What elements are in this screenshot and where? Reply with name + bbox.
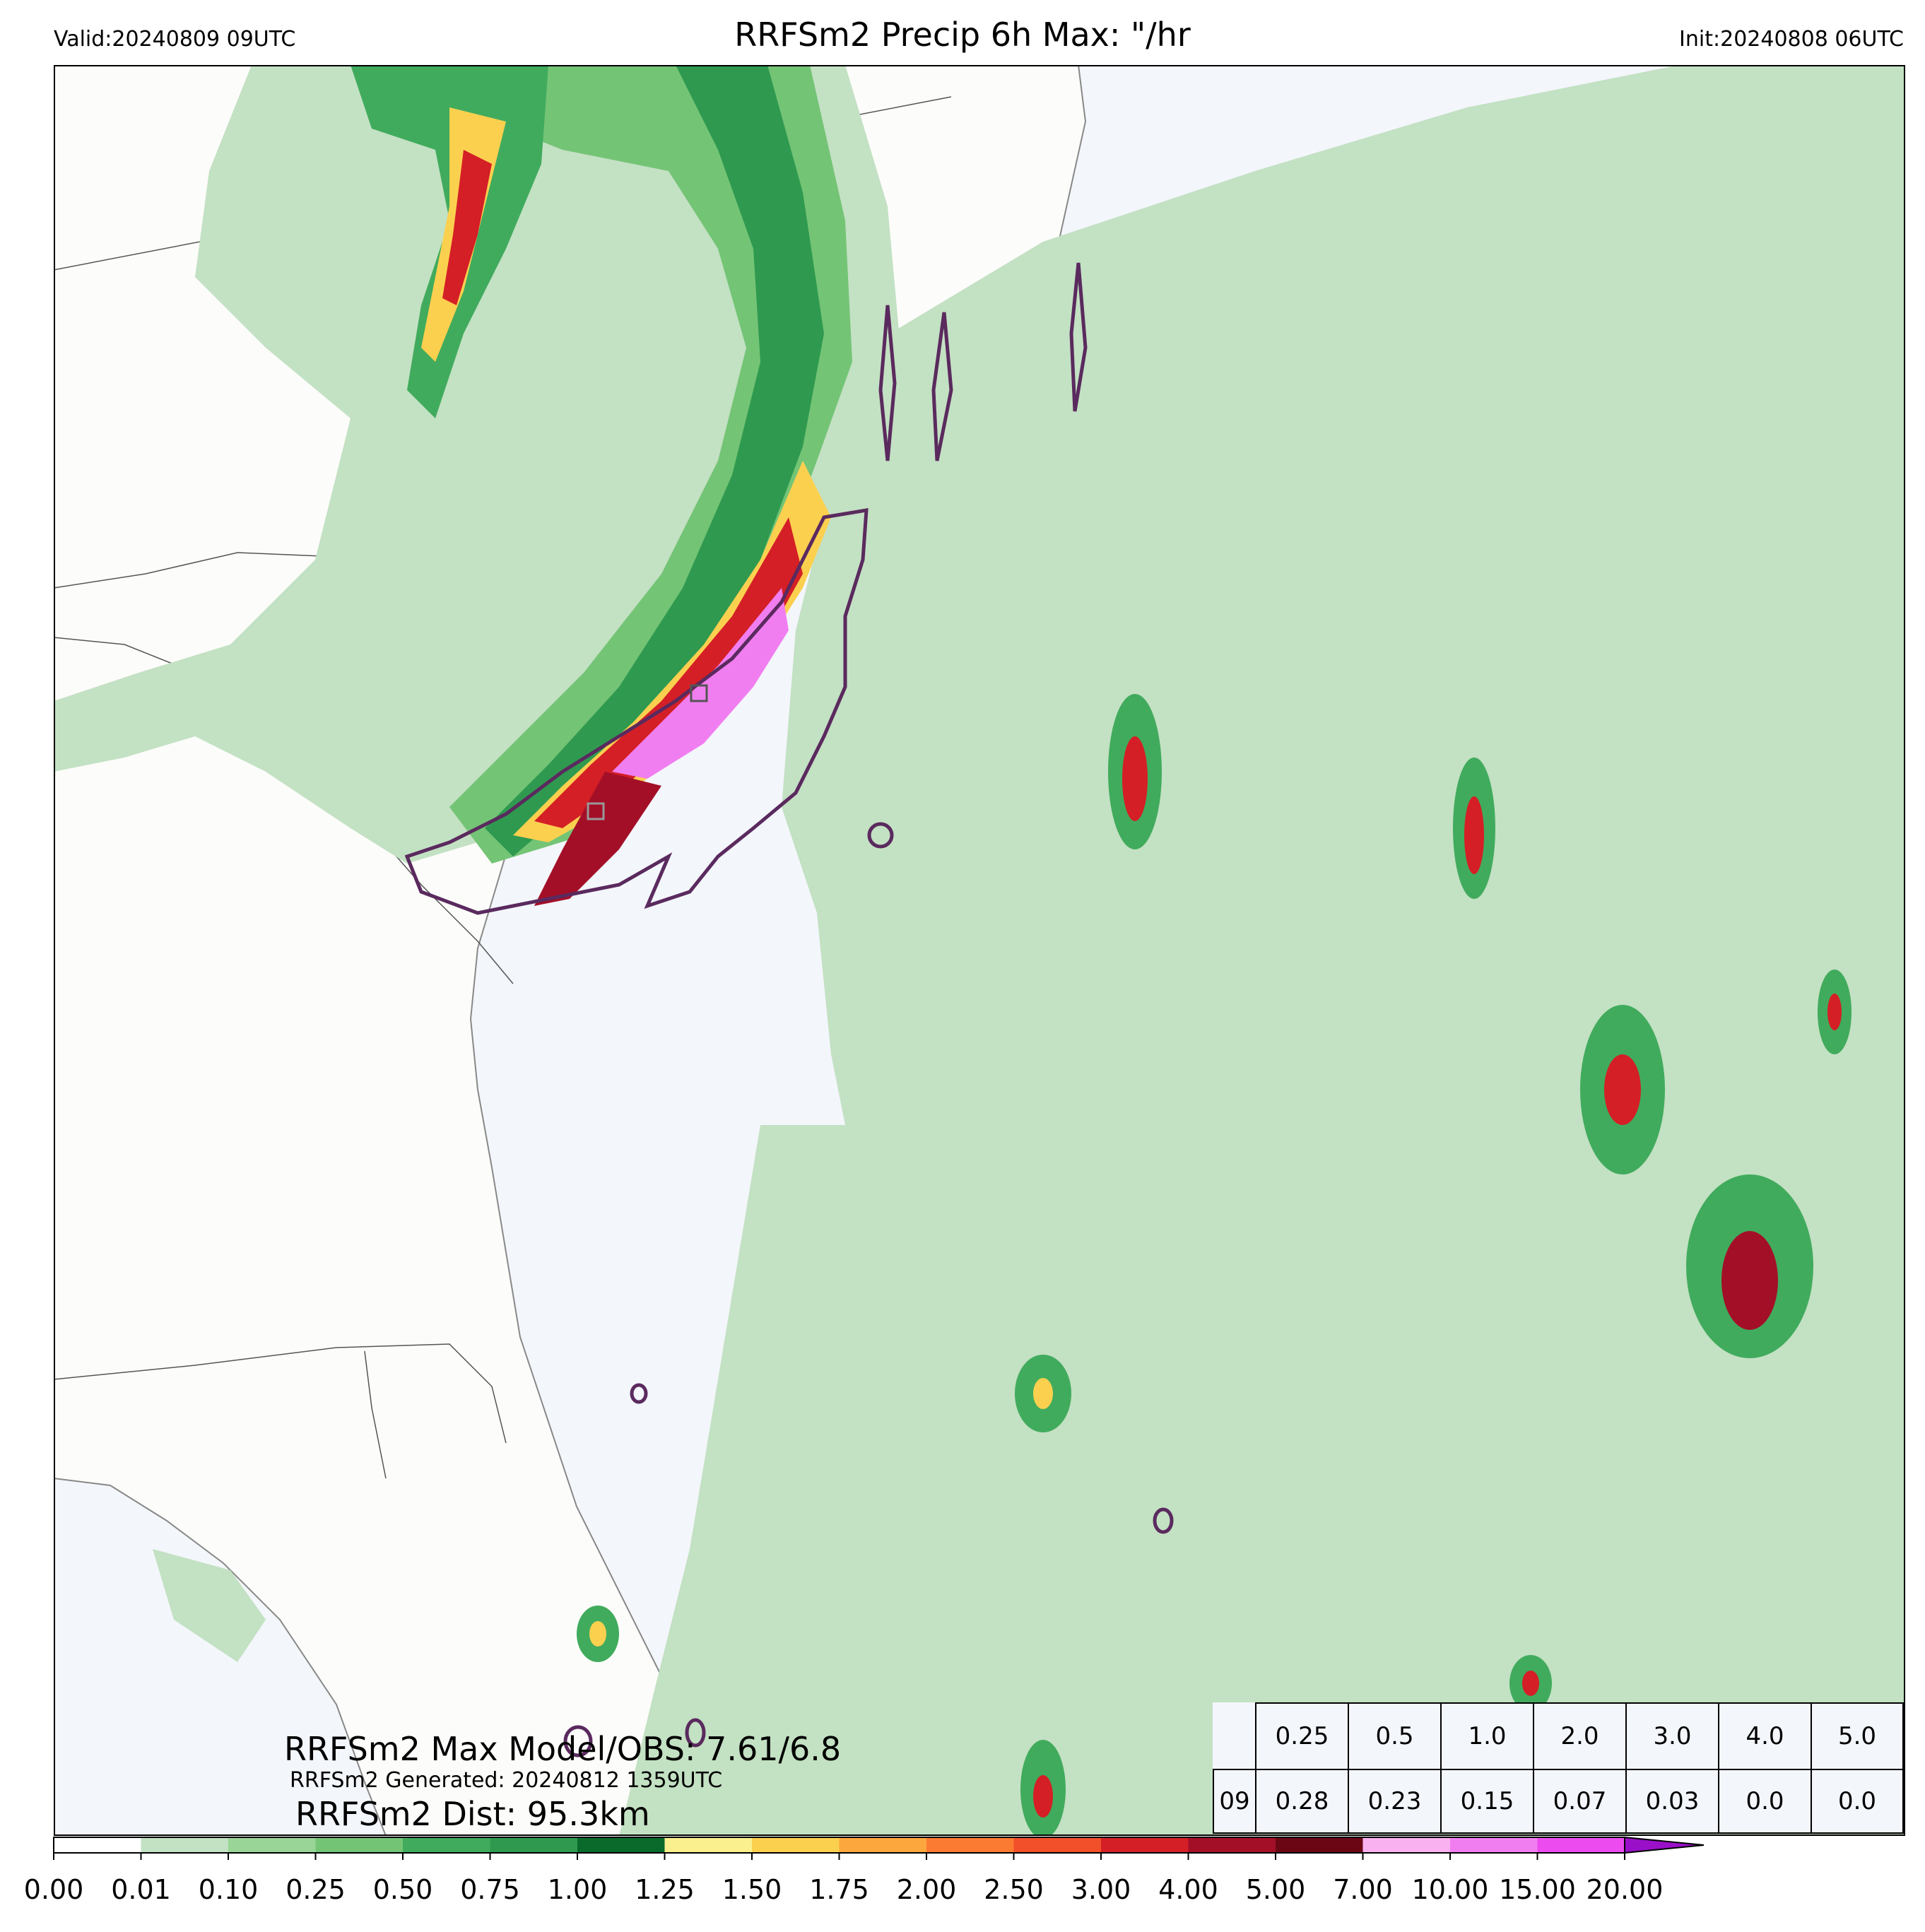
value-cell: 0.03	[1625, 1769, 1719, 1834]
value-cell: 0.28	[1255, 1769, 1349, 1834]
precip-secondary-arm	[534, 772, 661, 906]
colorbar-segment	[141, 1837, 229, 1853]
precip-cell	[1827, 994, 1842, 1030]
colorbar-tick-label: 1.50	[722, 1874, 782, 1905]
precip-cell	[1721, 1231, 1778, 1330]
row-label-cell: 09	[1213, 1769, 1256, 1834]
precip-north-red	[442, 150, 492, 305]
colorbar-segment	[926, 1837, 1014, 1853]
colorbar-extend-arrow	[1624, 1836, 1705, 1854]
init-time-label: Init:20240808 06UTC	[1679, 27, 1904, 52]
station-marker	[690, 684, 708, 702]
colorbar-segment	[577, 1837, 665, 1853]
value-cell: 0.07	[1533, 1769, 1627, 1834]
distance-label: RRFSm2 Dist: 95.3km	[295, 1795, 650, 1833]
precip-cell	[589, 1621, 606, 1647]
colorbar-tick-label: 10.00	[1411, 1874, 1489, 1905]
colorbar-segment	[228, 1837, 316, 1853]
colorbar-tick-label: 0.01	[111, 1874, 171, 1905]
precip-gulf-stream	[153, 1549, 266, 1662]
threshold-cell: 5.0	[1811, 1702, 1904, 1770]
precip-band-dark-green	[485, 65, 824, 856]
table-empty-cell	[1213, 1702, 1255, 1770]
precip-cell	[1033, 1775, 1053, 1818]
colorbar-segment	[752, 1837, 840, 1853]
valid-time-label: Valid:20240809 09UTC	[54, 27, 296, 52]
colorbar-tick-label: 1.00	[547, 1874, 608, 1905]
colorbar-tick-label: 2.50	[984, 1874, 1044, 1905]
colorbar-tick-label: 20.00	[1586, 1874, 1664, 1905]
colorbar-tick-label: 0.50	[372, 1874, 433, 1905]
threshold-cell: 4.0	[1718, 1702, 1812, 1770]
precip-cell	[1122, 736, 1148, 821]
colorbar-tick-label: 0.00	[23, 1874, 84, 1905]
threshold-cell: 0.5	[1348, 1702, 1442, 1770]
colorbar-segment	[839, 1837, 927, 1853]
colorbar-tick-label: 7.00	[1333, 1874, 1393, 1905]
precip-map	[54, 65, 1905, 1836]
colorbar-tick-label: 0.75	[460, 1874, 520, 1905]
threshold-cell: 0.25	[1255, 1702, 1349, 1770]
colorbar-segment	[490, 1837, 578, 1853]
gulf-area	[54, 1477, 387, 1836]
page-title: RRFSm2 Precip 6h Max: "/hr	[734, 16, 1191, 54]
precip-band-main-green	[449, 65, 852, 864]
colorbar-segment	[1537, 1837, 1625, 1853]
colorbar-tick-label: 1.75	[809, 1874, 869, 1905]
generated-label: RRFSm2 Generated: 20240812 1359UTC	[290, 1768, 723, 1793]
colorbar-segment	[1362, 1837, 1451, 1853]
colorbar-segment	[664, 1837, 753, 1853]
max-model-obs-label: RRFSm2 Max Model/OBS: 7.61/6.8	[284, 1730, 842, 1768]
value-cell: 0.0	[1811, 1769, 1904, 1834]
precip-core-yellow	[513, 461, 831, 842]
precip-cell	[1604, 1054, 1641, 1125]
precip-cell	[1522, 1671, 1539, 1696]
threshold-cell: 3.0	[1625, 1702, 1719, 1770]
colorbar	[53, 1836, 1705, 1860]
colorbar-segment	[315, 1837, 404, 1853]
colorbar-tick-label: 5.00	[1245, 1874, 1306, 1905]
threshold-table: 0.25 0.5 1.0 2.0 3.0 4.0 5.0 09 0.28 0.2…	[1213, 1702, 1904, 1834]
threshold-cell: 2.0	[1533, 1702, 1627, 1770]
colorbar-tick-label: 4.00	[1158, 1874, 1218, 1905]
precip-cell	[1464, 796, 1484, 874]
colorbar-segment	[1450, 1837, 1538, 1853]
colorbar-segment	[1101, 1837, 1189, 1853]
value-cell: 0.23	[1348, 1769, 1442, 1834]
colorbar-tick-label: 1.25	[635, 1874, 695, 1905]
colorbar-segment	[54, 1837, 141, 1853]
colorbar-tick-label: 15.00	[1499, 1874, 1576, 1905]
colorbar-tick-label: 0.25	[285, 1874, 346, 1905]
value-cell: 0.15	[1440, 1769, 1534, 1834]
station-marker	[587, 802, 605, 820]
colorbar-segment	[1188, 1837, 1276, 1853]
colorbar-tick-label: 3.00	[1071, 1874, 1131, 1905]
colorbar-tick-label: 0.10	[198, 1874, 259, 1905]
precip-region-ocean-lower	[619, 1125, 1078, 1836]
colorbar-segment	[1013, 1837, 1102, 1853]
threshold-cell: 1.0	[1440, 1702, 1534, 1770]
colorbar-tick-label: 2.00	[896, 1874, 957, 1905]
value-cell: 0.0	[1718, 1769, 1812, 1834]
obs-contours	[404, 262, 1174, 1757]
colorbar-segment	[403, 1837, 490, 1853]
precip-core-red	[534, 517, 803, 828]
colorbar-segment	[1276, 1837, 1363, 1853]
precip-cell	[1033, 1378, 1053, 1409]
